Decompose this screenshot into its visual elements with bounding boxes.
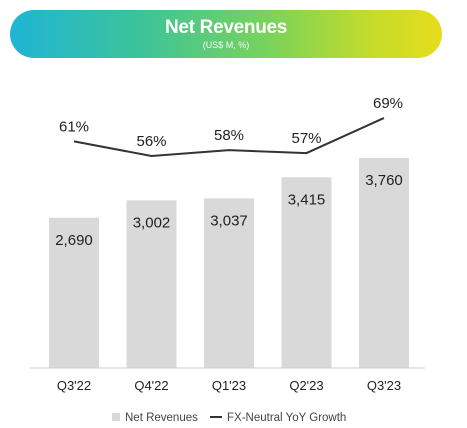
bar-value-label-1: 3,002 (133, 214, 171, 231)
bar-value-label-4: 3,760 (365, 172, 403, 189)
growth-value-label-4: 69% (373, 95, 403, 112)
x-axis-tick-labels: Q3'22 Q4'22 Q1'23 Q2'23 Q3'23 (57, 378, 401, 393)
growth-line-series: 61% 56% 58% 57% 69% (59, 95, 403, 158)
bar-series: 2,690 3,002 3,037 3,415 3,760 (49, 158, 409, 368)
legend-label-net-revenues: Net Revenues (125, 412, 198, 424)
growth-value-label-2: 58% (214, 127, 244, 144)
x-tick-label-0: Q3'22 (57, 378, 91, 393)
growth-value-label-3: 57% (291, 130, 321, 147)
x-tick-label-3: Q2'23 (289, 378, 323, 393)
legend: Net Revenues FX-Neutral YoY Growth (112, 412, 346, 424)
chart-title: Net Revenues (164, 17, 288, 38)
legend-swatch-net-revenues (112, 413, 120, 421)
bar-2 (204, 198, 254, 368)
bar-value-label-2: 3,037 (210, 212, 248, 229)
chart-title-banner: Net Revenues (US$ M, %) (10, 10, 442, 58)
growth-line (73, 117, 385, 158)
bar-1 (126, 200, 177, 368)
x-tick-label-2: Q1'23 (212, 378, 246, 393)
bar-value-label-3: 3,415 (288, 191, 326, 208)
growth-value-label-1: 56% (136, 133, 166, 150)
bar-value-label-0: 2,690 (55, 232, 93, 249)
x-tick-label-4: Q3'23 (367, 378, 401, 393)
legend-label-growth: FX-Neutral YoY Growth (227, 412, 346, 424)
growth-value-label-0: 61% (59, 118, 89, 135)
bar-3 (281, 177, 332, 368)
bar-4 (359, 158, 409, 368)
x-tick-label-1: Q4'22 (134, 378, 168, 393)
chart-subtitle: (US$ M, %) (202, 40, 250, 50)
bar-0 (49, 217, 99, 368)
